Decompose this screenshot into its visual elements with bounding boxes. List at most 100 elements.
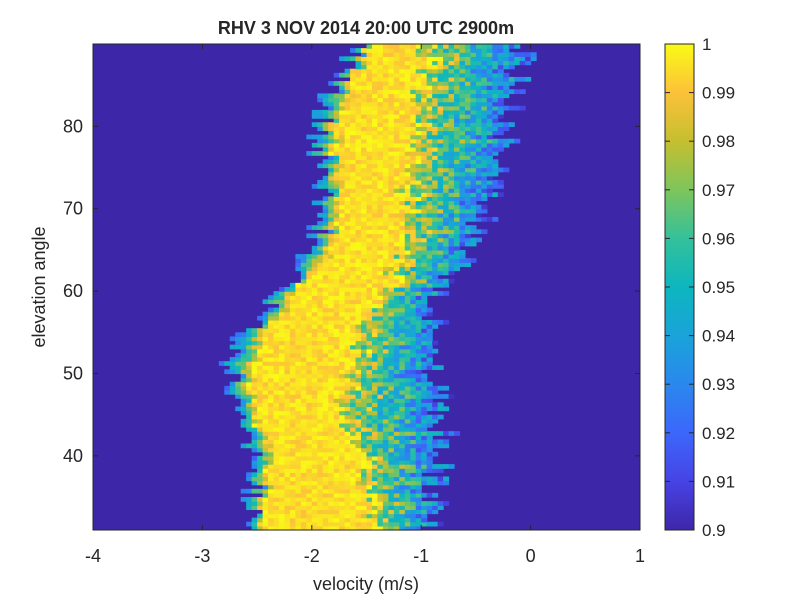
heatmap-cell xyxy=(306,472,313,478)
heatmap-cell xyxy=(361,497,368,502)
heatmap-cell xyxy=(415,76,422,82)
heatmap-cell xyxy=(328,311,335,317)
heatmap-cell xyxy=(257,410,264,416)
heatmap-cell xyxy=(273,406,280,412)
heatmap-cell xyxy=(382,262,389,268)
heatmap-cell xyxy=(486,142,493,148)
heatmap-cell xyxy=(366,254,373,259)
heatmap-cell xyxy=(284,480,291,486)
heatmap-cell xyxy=(344,105,351,111)
heatmap-cell xyxy=(514,138,521,144)
heatmap-cell xyxy=(355,258,362,263)
heatmap-cell xyxy=(306,357,313,362)
heatmap-cell xyxy=(371,484,379,490)
heatmap-cell xyxy=(475,101,482,107)
heatmap-cell xyxy=(333,476,340,482)
heatmap-cell xyxy=(443,443,450,449)
heatmap-cell xyxy=(382,332,389,338)
heatmap-cell xyxy=(371,291,379,296)
heatmap-cell xyxy=(361,249,368,255)
heatmap-cell xyxy=(339,278,346,284)
heatmap-cell xyxy=(240,443,247,449)
heatmap-cell xyxy=(432,521,439,527)
heatmap-cell xyxy=(262,369,269,375)
heatmap-cell xyxy=(322,287,329,292)
heatmap-cell xyxy=(399,455,406,461)
heatmap-cell xyxy=(289,394,296,399)
heatmap-cell xyxy=(371,451,379,457)
heatmap-cell xyxy=(410,492,417,498)
heatmap-cell xyxy=(317,385,324,391)
heatmap-cell xyxy=(410,402,417,408)
y-tick-label: 50 xyxy=(63,363,83,383)
heatmap-cell xyxy=(317,389,324,395)
heatmap-cell xyxy=(289,332,296,338)
heatmap-cell xyxy=(404,262,411,268)
heatmap-cell xyxy=(421,167,428,173)
heatmap-cell xyxy=(415,208,422,214)
heatmap-cell xyxy=(300,472,307,478)
heatmap-cell xyxy=(443,282,450,288)
heatmap-cell xyxy=(448,464,455,469)
heatmap-cell xyxy=(404,233,411,239)
heatmap-cell xyxy=(404,118,411,123)
heatmap-cell xyxy=(432,492,439,498)
heatmap-cell xyxy=(459,212,466,218)
heatmap-cell xyxy=(415,118,422,123)
heatmap-cell xyxy=(339,369,346,375)
heatmap-cell xyxy=(328,332,335,338)
heatmap-cell xyxy=(388,151,395,156)
heatmap-cell xyxy=(454,134,461,140)
heatmap-cell xyxy=(284,352,291,358)
heatmap-cell xyxy=(333,307,340,313)
heatmap-cell xyxy=(295,348,302,354)
heatmap-cell xyxy=(393,385,400,391)
heatmap-cell xyxy=(300,464,307,469)
heatmap-cell xyxy=(388,455,395,461)
heatmap-cell xyxy=(432,212,439,218)
heatmap-cell xyxy=(382,237,389,243)
heatmap-cell xyxy=(475,68,482,74)
heatmap-cell xyxy=(399,155,406,160)
heatmap-cell xyxy=(470,146,477,152)
heatmap-cell xyxy=(300,525,307,531)
heatmap-cell xyxy=(393,344,400,350)
heatmap-cell xyxy=(268,431,275,436)
heatmap-cell xyxy=(399,311,406,317)
heatmap-cell xyxy=(361,237,368,243)
heatmap-cell xyxy=(289,455,296,461)
heatmap-cell xyxy=(371,204,379,210)
heatmap-cell xyxy=(421,114,428,119)
heatmap-cell xyxy=(273,501,280,506)
heatmap-cell xyxy=(426,97,433,103)
heatmap-cell xyxy=(284,484,291,490)
heatmap-cell xyxy=(377,114,384,119)
heatmap-cell xyxy=(404,56,411,62)
heatmap-cell xyxy=(333,101,340,107)
heatmap-cell xyxy=(317,435,324,440)
heatmap-cell xyxy=(448,134,455,140)
heatmap-cell xyxy=(322,138,329,144)
heatmap-cell xyxy=(268,361,275,366)
heatmap-cell xyxy=(278,431,286,436)
heatmap-cell xyxy=(415,357,422,362)
heatmap-cell xyxy=(388,52,395,57)
heatmap-cell xyxy=(443,56,450,62)
heatmap-cell xyxy=(443,81,450,86)
heatmap-cell xyxy=(284,315,291,321)
heatmap-cell xyxy=(404,109,411,115)
heatmap-cell xyxy=(366,369,373,375)
heatmap-cell xyxy=(481,167,488,173)
heatmap-cell xyxy=(284,443,291,449)
heatmap-cell xyxy=(371,175,379,181)
heatmap-cell xyxy=(311,266,318,272)
heatmap-cell xyxy=(410,336,417,342)
heatmap-cell xyxy=(481,229,488,235)
heatmap-cell xyxy=(339,258,346,263)
heatmap-cell xyxy=(393,89,400,95)
heatmap-cell xyxy=(371,357,379,362)
heatmap-cell xyxy=(284,295,291,300)
heatmap-cell xyxy=(426,402,433,408)
heatmap-cell xyxy=(361,192,368,197)
heatmap-cell xyxy=(246,497,253,502)
